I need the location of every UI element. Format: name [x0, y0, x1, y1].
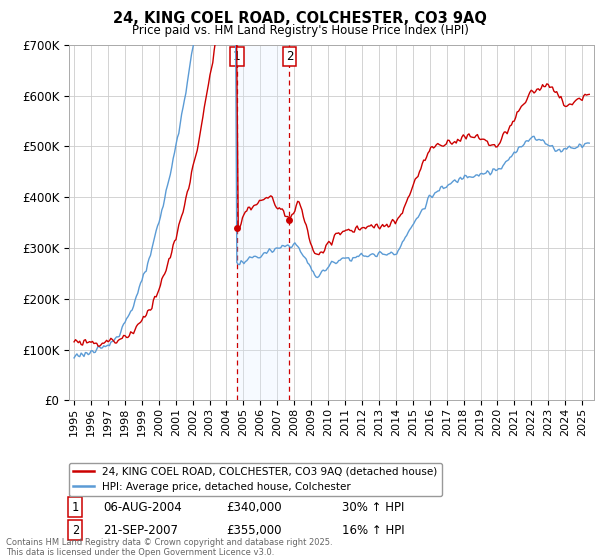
- Text: 1: 1: [233, 50, 241, 63]
- Bar: [236, 45, 289, 400]
- Text: 16% ↑ HPI: 16% ↑ HPI: [342, 524, 404, 536]
- Text: £355,000: £355,000: [227, 524, 282, 536]
- Text: 06-AUG-2004: 06-AUG-2004: [103, 501, 182, 514]
- Text: Contains HM Land Registry data © Crown copyright and database right 2025.
This d: Contains HM Land Registry data © Crown c…: [6, 538, 332, 557]
- Text: 21-SEP-2007: 21-SEP-2007: [103, 524, 178, 536]
- Text: 2: 2: [286, 50, 293, 63]
- Text: 24, KING COEL ROAD, COLCHESTER, CO3 9AQ: 24, KING COEL ROAD, COLCHESTER, CO3 9AQ: [113, 11, 487, 26]
- Text: 30% ↑ HPI: 30% ↑ HPI: [342, 501, 404, 514]
- Legend: 24, KING COEL ROAD, COLCHESTER, CO3 9AQ (detached house), HPI: Average price, de: 24, KING COEL ROAD, COLCHESTER, CO3 9AQ …: [69, 463, 442, 496]
- Text: 2: 2: [72, 524, 79, 536]
- Text: Price paid vs. HM Land Registry's House Price Index (HPI): Price paid vs. HM Land Registry's House …: [131, 24, 469, 36]
- Text: £340,000: £340,000: [227, 501, 282, 514]
- Text: 1: 1: [72, 501, 79, 514]
